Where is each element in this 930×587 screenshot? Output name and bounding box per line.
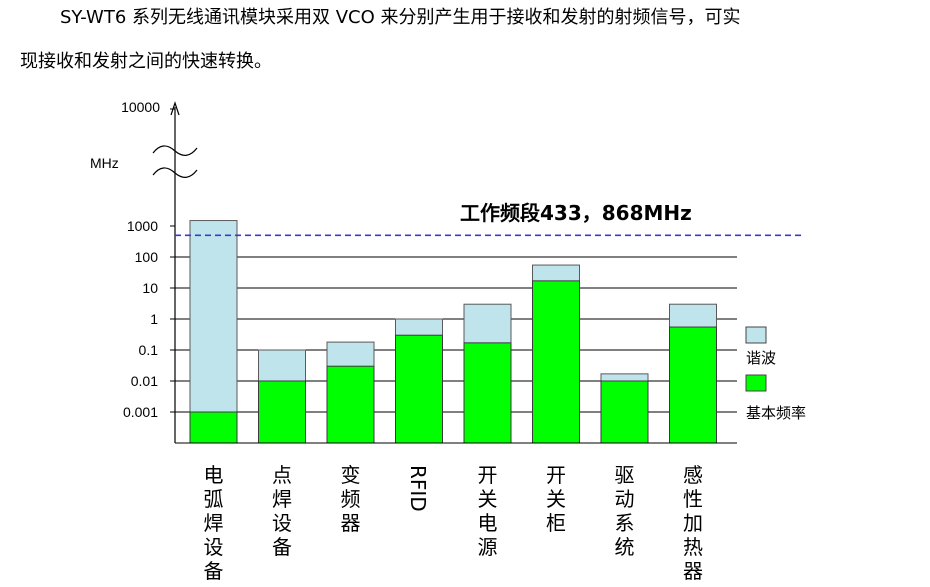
y-tick-label: 10000 xyxy=(121,99,160,115)
legend-swatch-fundamental xyxy=(745,374,767,392)
category-label-char: 驱 xyxy=(615,463,635,487)
category-label-char: 设 xyxy=(272,511,292,535)
y-axis xyxy=(152,101,737,444)
bar-fundamental xyxy=(463,342,512,444)
y-tick-label: 0.1 xyxy=(139,342,159,358)
category-label-text: RFID xyxy=(406,465,430,512)
reference-line-group: 工作频段433，868MHz xyxy=(175,201,805,237)
legend-label-harmonic: 谐波 xyxy=(746,349,776,367)
bar-fundamental xyxy=(669,326,717,444)
category-label: 开关柜 xyxy=(546,463,566,535)
axis-labels: 0.0010.010.1110100100010000MHz电弧焊设备点焊设备变… xyxy=(90,99,703,583)
bar-harmonic xyxy=(189,220,238,444)
y-tick-label: 1000 xyxy=(127,218,158,234)
category-label-char: 弧 xyxy=(204,487,224,511)
category-label-char: 感 xyxy=(683,463,703,487)
category-label-char: 统 xyxy=(615,535,635,559)
category-label-char: 备 xyxy=(272,535,292,559)
axis-break-wave xyxy=(152,145,198,156)
category-label-char: 焊 xyxy=(204,511,224,535)
category-label-char: 器 xyxy=(341,511,361,535)
y-tick-label: 10 xyxy=(142,280,158,296)
category-label-char: 设 xyxy=(204,535,224,559)
category-label-char: 加 xyxy=(683,511,703,535)
y-axis-arrow xyxy=(170,101,180,116)
bar-fundamental xyxy=(189,411,238,444)
axis-break-wave xyxy=(152,167,198,178)
legend-label-fundamental: 基本频率 xyxy=(746,404,806,422)
bar-fundamental xyxy=(532,280,580,444)
reference-line-label: 工作频段433，868MHz xyxy=(460,201,692,225)
axis-break-symbol xyxy=(152,145,198,178)
category-label: RFID xyxy=(406,465,430,512)
category-label-char: 源 xyxy=(478,535,498,559)
y-tick-label: 1 xyxy=(150,311,158,327)
bar-fundamental xyxy=(258,380,306,444)
category-label-char: 柜 xyxy=(546,511,566,535)
category-label-char: 系 xyxy=(615,511,635,535)
category-label-char: 频 xyxy=(341,487,361,511)
category-label-char: 电 xyxy=(478,511,498,535)
category-label-char: 热 xyxy=(683,535,703,559)
y-unit-label: MHz xyxy=(90,155,119,171)
y-tick-label: 100 xyxy=(135,249,159,265)
legend-swatch-harmonic xyxy=(745,326,767,344)
y-tick-label: 0.01 xyxy=(131,373,158,389)
category-label: 变频器 xyxy=(341,463,361,535)
category-label-char: 电 xyxy=(204,463,224,487)
bar-fundamental xyxy=(395,334,443,444)
category-label-char: 器 xyxy=(683,559,703,583)
category-label-char: 开 xyxy=(478,463,498,487)
category-label-char: 关 xyxy=(478,487,498,511)
category-label-char: 备 xyxy=(204,559,224,583)
paragraph-line-1: SY-WT6 系列无线通讯模块采用双 VCO 来分别产生用于接收和发射的射频信号… xyxy=(60,7,741,28)
category-label-char: 开 xyxy=(546,463,566,487)
category-label-char: 性 xyxy=(683,487,703,511)
category-label-char: 变 xyxy=(341,463,361,487)
paragraph-line-2: 现接收和发射之间的快速转换。 xyxy=(20,51,272,72)
bar-fundamental xyxy=(600,380,649,444)
bars xyxy=(189,220,717,444)
y-tick-label: 0.001 xyxy=(123,404,158,420)
category-label-char: 焊 xyxy=(272,487,292,511)
category-label-char: 关 xyxy=(546,487,566,511)
category-label-char: 动 xyxy=(615,487,635,511)
bar-fundamental xyxy=(326,365,375,444)
category-label-char: 点 xyxy=(272,463,292,487)
